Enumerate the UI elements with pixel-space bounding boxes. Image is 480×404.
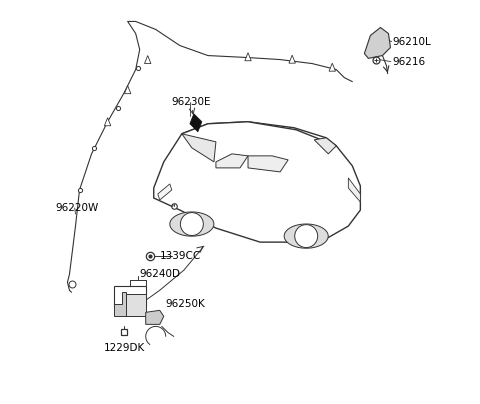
Text: 96240D: 96240D: [140, 269, 180, 279]
Polygon shape: [314, 138, 336, 154]
Polygon shape: [364, 27, 390, 58]
Polygon shape: [245, 53, 251, 61]
Polygon shape: [182, 134, 216, 162]
Text: 96216: 96216: [393, 57, 426, 67]
Text: 96250K: 96250K: [166, 299, 205, 309]
Polygon shape: [348, 178, 360, 202]
Text: 96210L: 96210L: [393, 36, 431, 46]
Polygon shape: [216, 154, 248, 168]
Polygon shape: [126, 294, 146, 316]
Polygon shape: [124, 86, 131, 94]
Polygon shape: [289, 55, 295, 63]
Circle shape: [180, 213, 204, 236]
Polygon shape: [146, 310, 164, 324]
Polygon shape: [329, 63, 336, 71]
Polygon shape: [104, 118, 111, 126]
Text: 96230E: 96230E: [172, 97, 211, 107]
Polygon shape: [248, 156, 288, 172]
Polygon shape: [114, 286, 146, 306]
Polygon shape: [158, 184, 172, 200]
Polygon shape: [170, 212, 214, 236]
Polygon shape: [144, 56, 151, 63]
Text: 96220W: 96220W: [55, 203, 99, 213]
Text: H: H: [172, 204, 176, 208]
Polygon shape: [154, 122, 360, 242]
Text: 1229DK: 1229DK: [104, 343, 145, 354]
Text: 1339CC: 1339CC: [160, 251, 201, 261]
Polygon shape: [114, 292, 130, 316]
Circle shape: [295, 225, 318, 248]
Polygon shape: [284, 224, 328, 248]
Polygon shape: [190, 114, 202, 132]
